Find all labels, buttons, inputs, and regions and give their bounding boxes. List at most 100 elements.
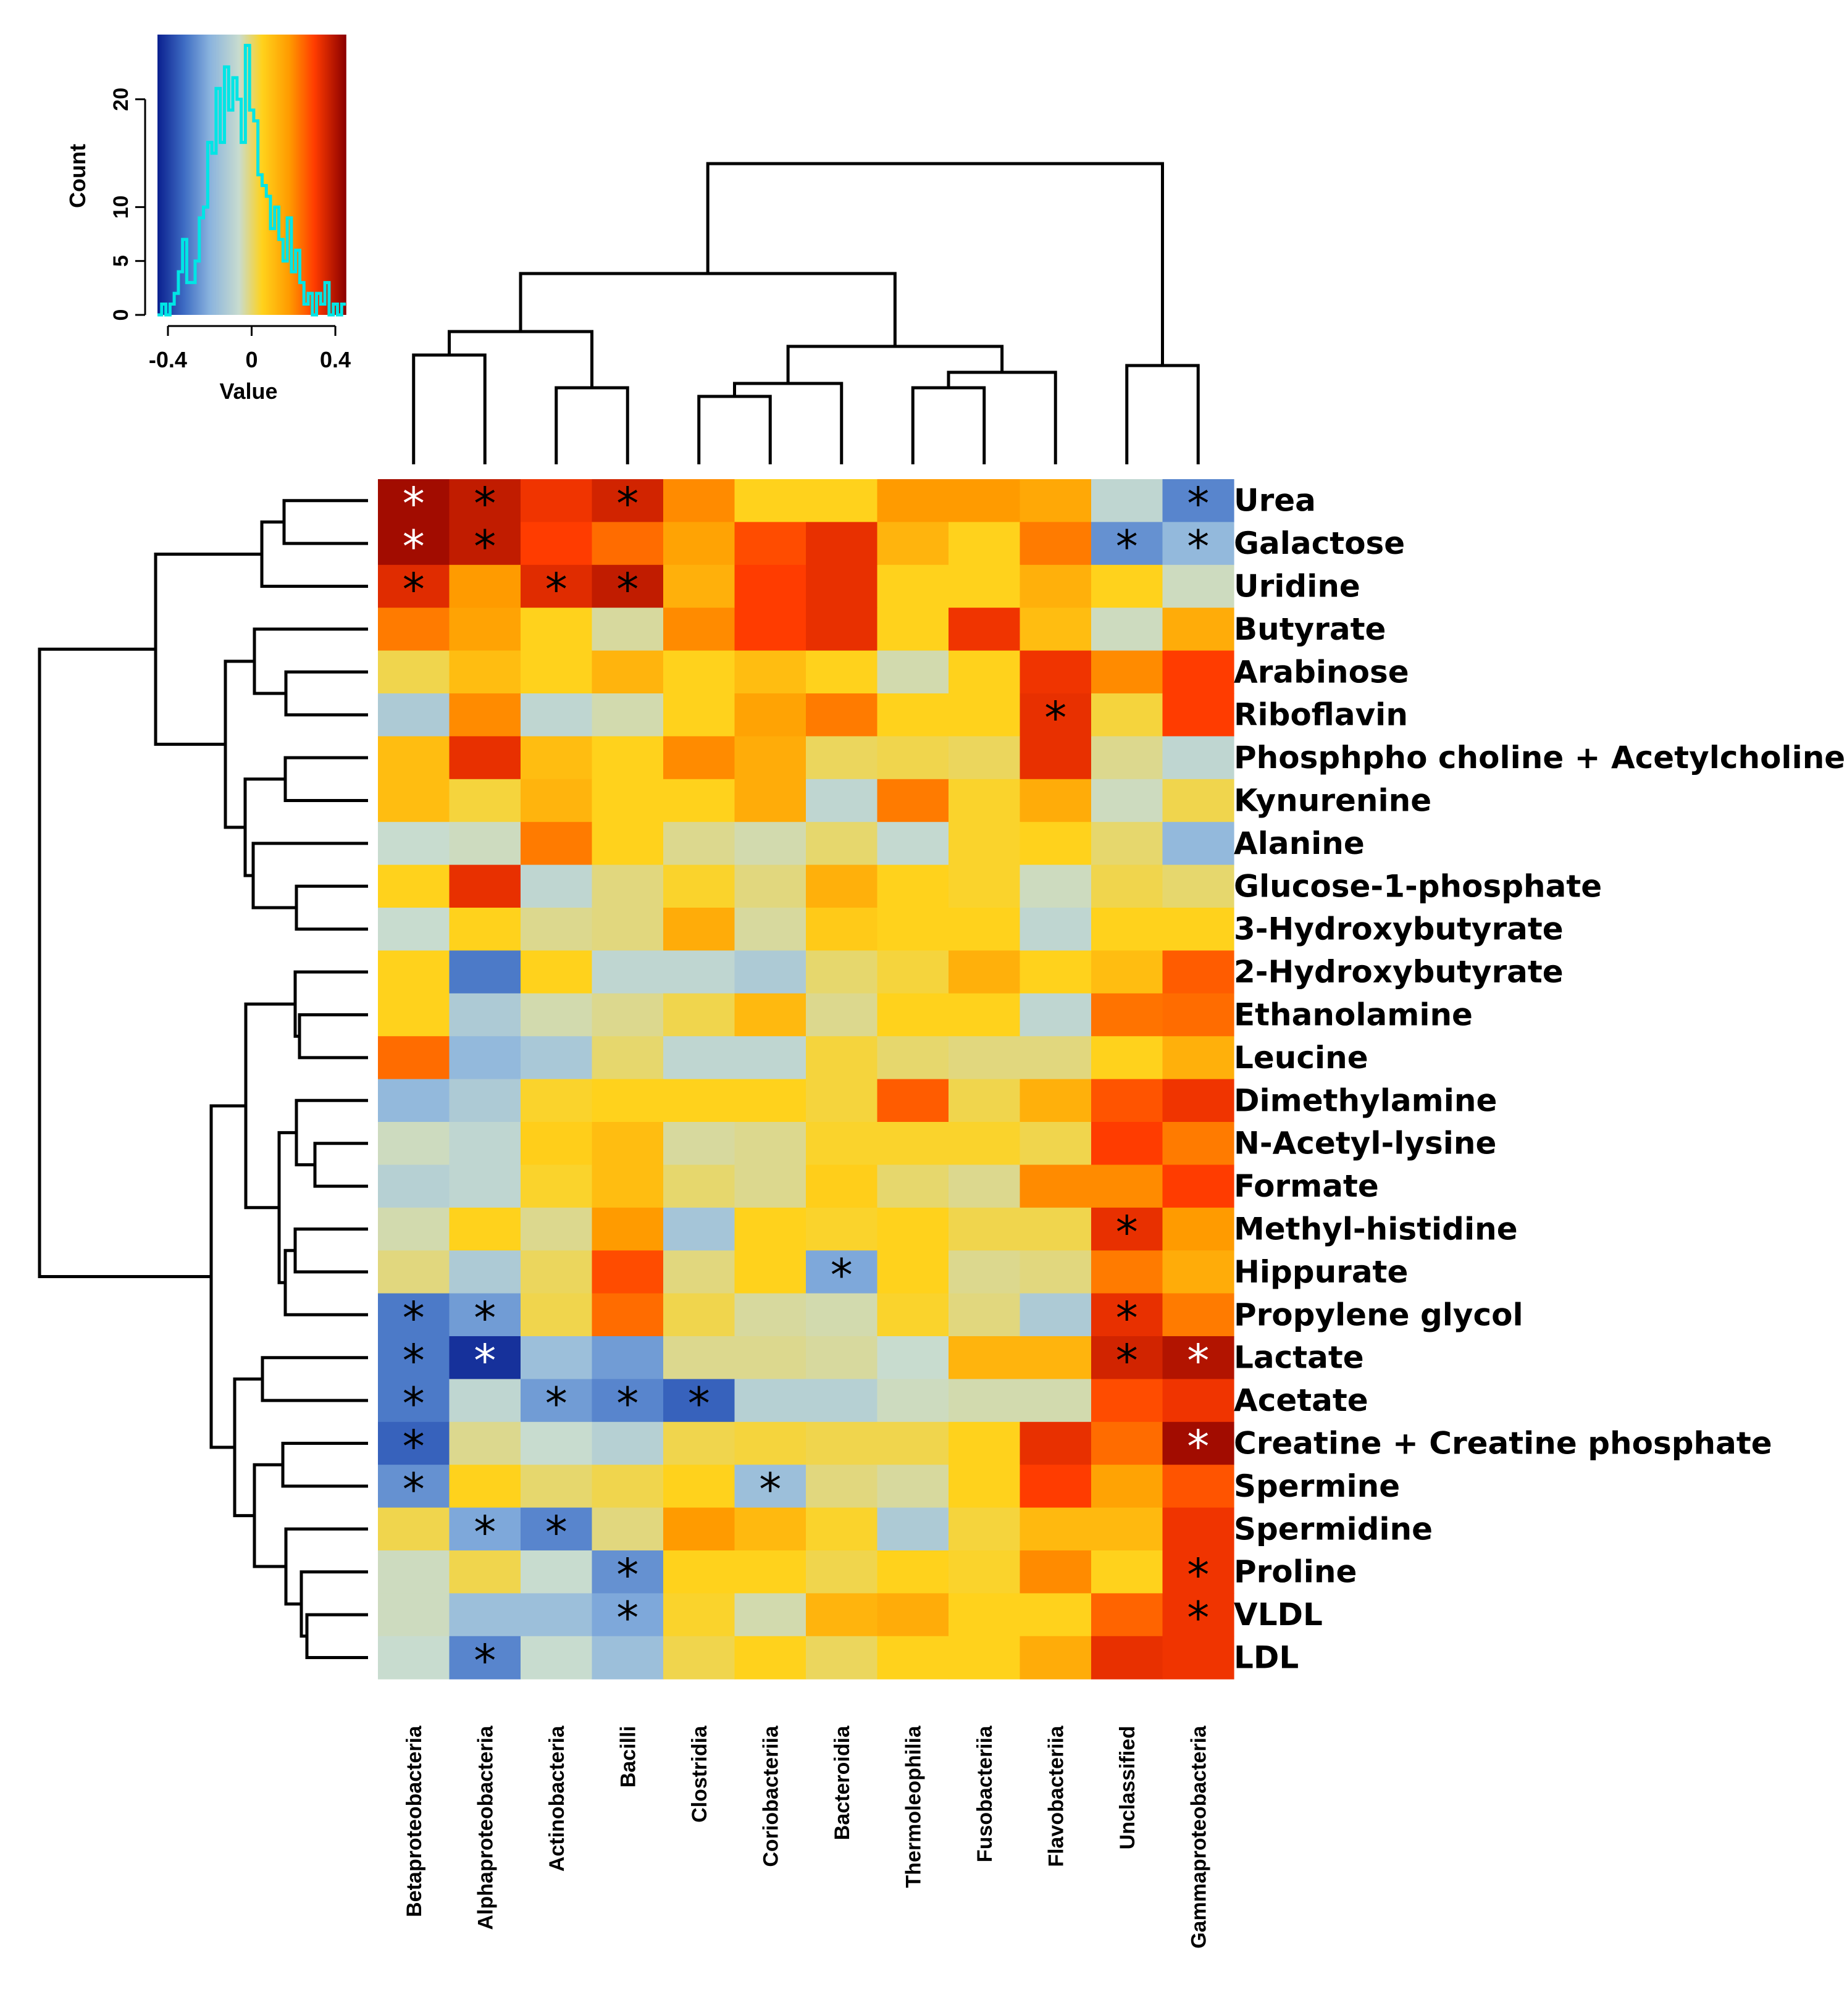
heatmap-cell xyxy=(1091,1465,1163,1508)
heatmap-cell xyxy=(663,564,735,608)
heatmap-cell xyxy=(877,1250,949,1294)
color-key-band xyxy=(180,35,182,315)
column-label: Coriobacteriia xyxy=(759,1725,782,1867)
heatmap-cell xyxy=(663,1250,735,1294)
color-key-band xyxy=(301,35,303,315)
significance-star: * xyxy=(1187,1421,1209,1473)
significance-star: * xyxy=(1187,1335,1209,1387)
heatmap-cell xyxy=(592,779,664,822)
dendrogram-branch xyxy=(282,499,368,545)
heatmap-cell xyxy=(521,908,593,951)
color-key-band xyxy=(337,35,339,315)
significance-star: * xyxy=(616,1378,639,1429)
heatmap-cell xyxy=(449,1036,521,1080)
heatmap-cell xyxy=(1162,608,1234,651)
heatmap-cell xyxy=(1091,1550,1163,1594)
heatmap-cell xyxy=(1091,1421,1163,1465)
heatmap-cell xyxy=(378,1122,450,1165)
color-key: -0.4 0 0.4 Value 0 5 10 20 Count xyxy=(65,35,351,404)
color-key-band xyxy=(301,35,304,315)
color-key-band xyxy=(197,35,199,315)
heatmap-cell xyxy=(378,608,450,651)
color-key-x-label: Value xyxy=(219,379,277,404)
color-key-band xyxy=(218,35,220,315)
heatmap-cell xyxy=(592,1593,664,1637)
heatmap-cell xyxy=(877,1465,949,1508)
heatmap-cells xyxy=(378,479,1234,1679)
heatmap-cell xyxy=(663,1421,735,1465)
heatmap-cell xyxy=(877,779,949,822)
heatmap-cell xyxy=(663,1207,735,1251)
significance-star: * xyxy=(616,478,639,530)
heatmap-cell xyxy=(663,864,735,908)
heatmap-cell xyxy=(1162,1550,1234,1594)
row-label: Creatine + Creatine phosphate xyxy=(1234,1426,1772,1462)
row-label: Galactose xyxy=(1234,525,1405,561)
heatmap-cell xyxy=(1162,1165,1234,1208)
heatmap-cell xyxy=(1020,864,1092,908)
heatmap-cell xyxy=(1162,564,1234,608)
color-key-band xyxy=(254,35,257,315)
dendrogram-branch xyxy=(947,370,1057,464)
row-label: Glucose-1-phosphate xyxy=(1234,868,1602,904)
heatmap-cell xyxy=(1162,993,1234,1037)
heatmap-cell xyxy=(521,1079,593,1123)
column-label: Actinobacteria xyxy=(545,1725,569,1872)
color-key-band xyxy=(230,35,233,315)
color-key-band xyxy=(271,35,274,315)
dendrogram-branch xyxy=(209,1104,246,1449)
color-key-band xyxy=(199,35,201,315)
heatmap-cell xyxy=(449,564,521,608)
color-key-band xyxy=(239,35,241,315)
heatmap-cell xyxy=(734,522,806,566)
heatmap-cell xyxy=(1020,950,1092,994)
heatmap-cell xyxy=(1162,693,1234,737)
color-key-band xyxy=(216,35,218,315)
heatmap-cell xyxy=(378,564,450,608)
color-key-band xyxy=(320,35,322,315)
histogram-line xyxy=(157,43,346,317)
heatmap-cell xyxy=(806,950,878,994)
color-key-band xyxy=(304,35,307,315)
heatmap-cell xyxy=(663,779,735,822)
color-key-band xyxy=(219,35,221,315)
heatmap-cell xyxy=(877,564,949,608)
color-key-band xyxy=(299,35,301,315)
heatmap-cell xyxy=(378,1293,450,1337)
heatmap-cell xyxy=(449,1122,521,1165)
heatmap-cell xyxy=(877,822,949,866)
heatmap-cell xyxy=(449,1507,521,1551)
heatmap-cell xyxy=(1162,1250,1234,1294)
heatmap-cell xyxy=(449,608,521,651)
row-label: Alanine xyxy=(1234,826,1365,861)
heatmap-cell xyxy=(592,1507,664,1551)
heatmap-cell xyxy=(1091,1165,1163,1208)
heatmap-cell xyxy=(806,736,878,780)
significance-star: * xyxy=(403,478,425,530)
heatmap-cell xyxy=(1091,993,1163,1037)
dendrogram-branch xyxy=(261,1356,368,1402)
color-key-band xyxy=(237,35,239,315)
color-key-band xyxy=(285,35,287,315)
color-key-band xyxy=(253,35,254,315)
heatmap-cell xyxy=(378,1336,450,1379)
color-key-band xyxy=(288,35,290,315)
dendrogram-branch xyxy=(448,330,593,388)
heatmap-cell xyxy=(877,1036,949,1080)
heatmap-cell xyxy=(592,950,664,994)
significance-star: * xyxy=(474,1292,496,1344)
heatmap-cell xyxy=(1091,736,1163,780)
color-key-band xyxy=(251,35,253,315)
heatmap-cell xyxy=(1020,1036,1092,1080)
dendrogram-branch xyxy=(555,386,629,464)
dendrogram-branch xyxy=(305,1613,368,1659)
heatmap-cell xyxy=(806,522,878,566)
heatmap-cell xyxy=(1162,1079,1234,1123)
significance-star: * xyxy=(759,1463,781,1515)
significance-star: * xyxy=(474,1335,496,1387)
heatmap-cell xyxy=(449,1550,521,1594)
heatmap-cell xyxy=(877,993,949,1037)
heatmap-cell xyxy=(1020,1079,1092,1123)
heatmap-cell xyxy=(949,1593,1021,1637)
heatmap-cell xyxy=(663,1336,735,1379)
